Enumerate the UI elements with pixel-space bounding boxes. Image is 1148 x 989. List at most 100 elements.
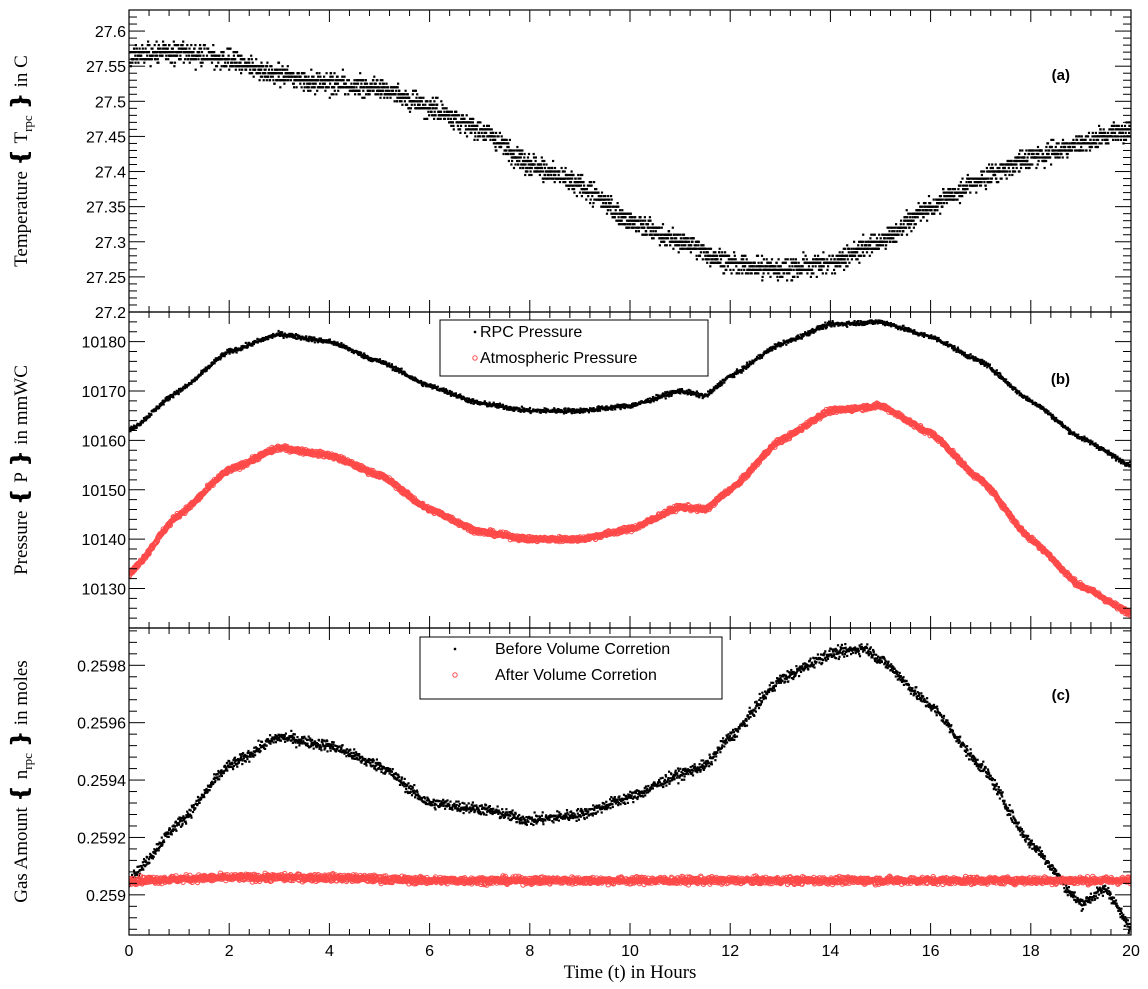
- data-point: [966, 173, 969, 177]
- data-point: [249, 72, 252, 75]
- data-point: [695, 258, 698, 261]
- data-point: [507, 159, 510, 163]
- panel-a: 27.227.2527.327.3527.427.4527.527.5527.6…: [7, 9, 1132, 322]
- data-point: [1044, 156, 1047, 159]
- data-point: [396, 96, 399, 99]
- data-point: [545, 163, 548, 166]
- data-point: [505, 404, 508, 408]
- data-point: [679, 237, 682, 240]
- data-point: [298, 334, 301, 337]
- data-point: [836, 258, 839, 261]
- data-point: [399, 100, 402, 103]
- data-point: [1015, 166, 1018, 170]
- data-point: [361, 356, 364, 359]
- data-point: [874, 240, 878, 243]
- data-point: [351, 86, 354, 89]
- data-point: [246, 61, 249, 64]
- data-point: [199, 44, 202, 47]
- data-point: [1104, 142, 1107, 145]
- data-point: [331, 75, 334, 78]
- data-point: [825, 272, 828, 275]
- data-point: [398, 371, 401, 374]
- data-point: [135, 47, 138, 50]
- data-point: [520, 405, 523, 408]
- data-point: [784, 261, 787, 264]
- data-point: [838, 251, 841, 254]
- data-point: [1008, 173, 1011, 177]
- data-point: [957, 188, 960, 191]
- data-point: [223, 353, 227, 356]
- data-point: [895, 240, 898, 243]
- data-point: [311, 75, 314, 78]
- data-point: [277, 72, 280, 75]
- data-point: [258, 72, 261, 75]
- data-point: [611, 212, 614, 215]
- data-point: [605, 408, 608, 411]
- data-point: [445, 114, 448, 117]
- data-point: [925, 205, 928, 208]
- data-point: [1111, 135, 1114, 138]
- data-point: [405, 96, 408, 99]
- data-point: [936, 202, 939, 205]
- data-point: [791, 261, 794, 264]
- data-point: [634, 216, 637, 219]
- data-point: [765, 268, 768, 271]
- data-point: [147, 51, 151, 54]
- data-point: [814, 265, 817, 268]
- data-point: [522, 163, 526, 166]
- data-point: [173, 61, 177, 64]
- data-point: [682, 233, 686, 236]
- data-point: [765, 265, 769, 268]
- data-point: [1084, 142, 1087, 145]
- data-point: [859, 254, 863, 257]
- data-point: [797, 265, 801, 268]
- data-point: [527, 159, 530, 163]
- data-point: [658, 244, 661, 247]
- data-point: [735, 265, 738, 268]
- data-point: [831, 254, 834, 257]
- data-point: [949, 198, 952, 201]
- data-point: [486, 403, 489, 406]
- y-axis-title-bracket-close: ❵: [7, 92, 32, 110]
- data-point: [495, 403, 498, 406]
- data-point: [299, 75, 302, 78]
- data-point: [547, 173, 550, 177]
- data-point: [341, 346, 344, 349]
- data-point: [350, 82, 353, 85]
- data-point: [465, 135, 469, 138]
- data-point: [850, 258, 853, 261]
- data-point: [138, 47, 141, 50]
- data-point: [940, 202, 943, 205]
- data-point: [1007, 166, 1010, 170]
- data-point: [863, 254, 866, 257]
- y-tick-label: 27.3: [95, 235, 126, 252]
- data-point: [347, 79, 350, 82]
- data-point: [473, 138, 476, 141]
- data-point: [610, 195, 613, 198]
- data-point: [528, 159, 531, 163]
- data-point: [1066, 152, 1069, 156]
- data-point: [909, 216, 912, 219]
- data-point: [395, 89, 398, 92]
- data-point: [652, 226, 656, 229]
- data-point: [1035, 149, 1039, 152]
- data-point: [261, 72, 264, 75]
- data-point: [676, 388, 680, 391]
- data-point: [545, 407, 548, 410]
- data-point: [887, 226, 890, 229]
- data-point: [674, 244, 677, 247]
- data-point: [986, 170, 989, 173]
- data-point: [1009, 159, 1012, 163]
- data-point: [628, 219, 631, 222]
- data-point: [141, 44, 144, 47]
- data-point: [996, 166, 999, 170]
- data-point: [363, 352, 366, 355]
- data-point: [575, 181, 578, 184]
- data-point: [414, 100, 417, 103]
- data-point: [486, 135, 490, 138]
- data-point: [229, 347, 232, 350]
- data-point: [743, 268, 746, 271]
- data-point: [454, 117, 457, 120]
- data-point: [790, 268, 793, 271]
- data-point: [761, 279, 764, 282]
